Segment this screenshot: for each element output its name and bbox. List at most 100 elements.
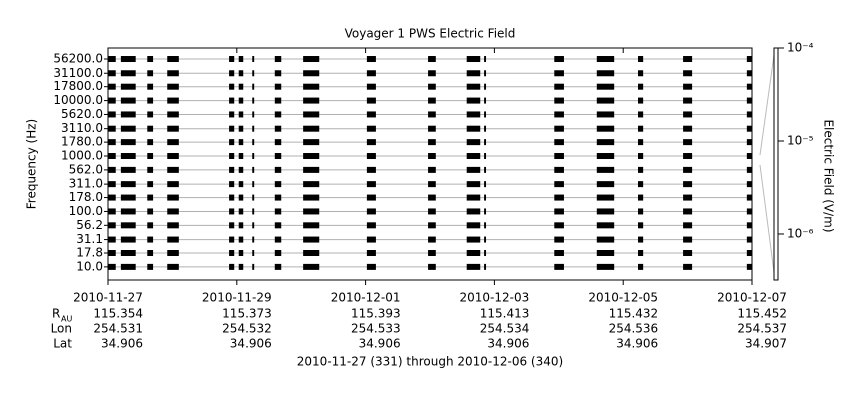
data-block bbox=[638, 83, 644, 90]
data-block bbox=[167, 250, 179, 257]
data-block bbox=[554, 97, 564, 104]
data-block bbox=[274, 70, 282, 77]
data-block bbox=[238, 83, 244, 90]
data-block bbox=[466, 70, 481, 77]
y-tick-label: 31.1 bbox=[76, 232, 103, 246]
data-block bbox=[484, 139, 487, 146]
data-block bbox=[303, 153, 320, 160]
data-block bbox=[484, 56, 487, 63]
data-block bbox=[303, 194, 320, 201]
data-block bbox=[238, 153, 244, 160]
data-block bbox=[366, 111, 376, 118]
chart-title: Voyager 1 PWS Electric Field bbox=[345, 27, 516, 41]
data-block bbox=[596, 194, 615, 201]
data-block bbox=[303, 111, 320, 118]
data-block bbox=[167, 166, 179, 173]
data-block bbox=[428, 139, 436, 146]
data-block bbox=[596, 125, 615, 132]
ephemeris-value: 254.532 bbox=[222, 322, 272, 336]
data-block bbox=[120, 153, 136, 160]
data-block bbox=[554, 153, 564, 160]
data-block bbox=[108, 153, 116, 160]
data-block bbox=[554, 222, 564, 229]
data-block bbox=[466, 56, 481, 63]
data-block bbox=[596, 111, 615, 118]
x-tick-label: 2010-12-05 bbox=[588, 291, 658, 305]
data-block bbox=[466, 111, 481, 118]
ephemeris-value: 115.393 bbox=[351, 307, 401, 321]
data-block bbox=[108, 166, 116, 173]
data-block bbox=[746, 166, 752, 173]
data-block bbox=[229, 236, 235, 243]
data-block bbox=[274, 194, 282, 201]
data-block bbox=[120, 208, 136, 215]
data-block bbox=[428, 166, 436, 173]
data-block bbox=[683, 194, 693, 201]
data-block bbox=[147, 139, 154, 146]
data-block bbox=[108, 70, 116, 77]
data-block bbox=[108, 263, 116, 270]
data-block bbox=[683, 222, 693, 229]
data-block bbox=[167, 181, 179, 188]
data-block bbox=[366, 70, 376, 77]
data-block bbox=[638, 250, 644, 257]
data-block bbox=[120, 181, 136, 188]
data-block bbox=[366, 83, 376, 90]
y-tick-label: 56200.0 bbox=[53, 52, 103, 66]
data-block bbox=[746, 83, 752, 90]
ephemeris-value: 34.906 bbox=[230, 337, 272, 351]
data-block bbox=[746, 222, 752, 229]
y-tick-label: 1780.0 bbox=[61, 135, 103, 149]
x-tick-label: 2010-12-03 bbox=[460, 291, 530, 305]
data-block bbox=[366, 97, 376, 104]
data-block bbox=[428, 83, 436, 90]
data-block bbox=[746, 250, 752, 257]
data-block bbox=[746, 153, 752, 160]
ephemeris-value: 254.537 bbox=[737, 322, 787, 336]
data-block bbox=[167, 111, 179, 118]
data-block bbox=[596, 263, 615, 270]
data-block bbox=[484, 83, 487, 90]
data-block bbox=[108, 125, 116, 132]
data-block bbox=[252, 222, 255, 229]
data-block bbox=[238, 97, 244, 104]
data-block bbox=[683, 236, 693, 243]
data-block bbox=[746, 139, 752, 146]
data-block bbox=[466, 194, 481, 201]
x-tick-label: 2010-12-07 bbox=[717, 291, 787, 305]
data-block bbox=[238, 263, 244, 270]
data-block bbox=[683, 153, 693, 160]
data-block bbox=[554, 56, 564, 63]
data-block bbox=[596, 166, 615, 173]
data-block bbox=[428, 111, 436, 118]
data-block bbox=[274, 181, 282, 188]
y2-axis-label: Electric Field (V/m) bbox=[822, 119, 836, 232]
data-block bbox=[638, 125, 644, 132]
data-block bbox=[167, 208, 179, 215]
data-block bbox=[147, 97, 154, 104]
y-tick-label: 56.2 bbox=[76, 218, 103, 232]
data-block bbox=[466, 236, 481, 243]
data-block bbox=[252, 181, 255, 188]
data-block bbox=[366, 263, 376, 270]
data-block bbox=[252, 153, 255, 160]
data-block bbox=[147, 83, 154, 90]
data-block bbox=[683, 70, 693, 77]
data-block bbox=[120, 56, 136, 63]
data-block bbox=[252, 97, 255, 104]
data-block bbox=[303, 181, 320, 188]
plot-frame bbox=[107, 47, 753, 281]
y2-tick-label: 10⁻⁶ bbox=[787, 226, 814, 240]
data-block bbox=[167, 263, 179, 270]
data-block bbox=[428, 250, 436, 257]
data-block bbox=[167, 56, 179, 63]
data-block bbox=[484, 166, 487, 173]
data-block bbox=[229, 194, 235, 201]
data-block bbox=[229, 222, 235, 229]
data-block bbox=[229, 181, 235, 188]
data-block bbox=[638, 97, 644, 104]
data-block bbox=[366, 194, 376, 201]
ephemeris-value: 115.452 bbox=[737, 307, 787, 321]
data-block bbox=[120, 250, 136, 257]
data-block bbox=[554, 236, 564, 243]
